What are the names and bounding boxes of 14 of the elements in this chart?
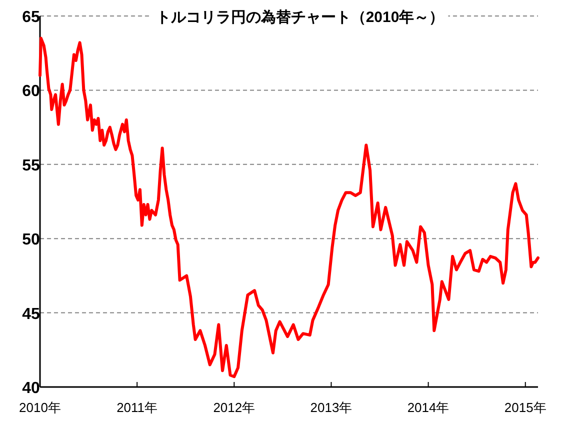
y-tick-label: 40 [22, 380, 40, 397]
y-tick-label: 50 [22, 232, 40, 249]
y-tick-label: 45 [22, 306, 40, 323]
y-tick-label: 55 [22, 157, 40, 174]
chart-title: トルコリラ円の為替チャート（2010年～） [156, 9, 444, 26]
line-series [38, 36, 540, 378]
x-tick-label: 2011年 [116, 400, 158, 415]
x-tick-label: 2015年 [504, 400, 546, 415]
x-tick-label: 2013年 [310, 400, 352, 415]
y-tick-label: 60 [22, 83, 40, 100]
x-tick-label: 2010年 [19, 400, 61, 415]
y-tick-label: 65 [22, 9, 40, 26]
x-tick-label: 2014年 [407, 400, 450, 415]
x-tick-label: 2012年 [213, 400, 256, 415]
